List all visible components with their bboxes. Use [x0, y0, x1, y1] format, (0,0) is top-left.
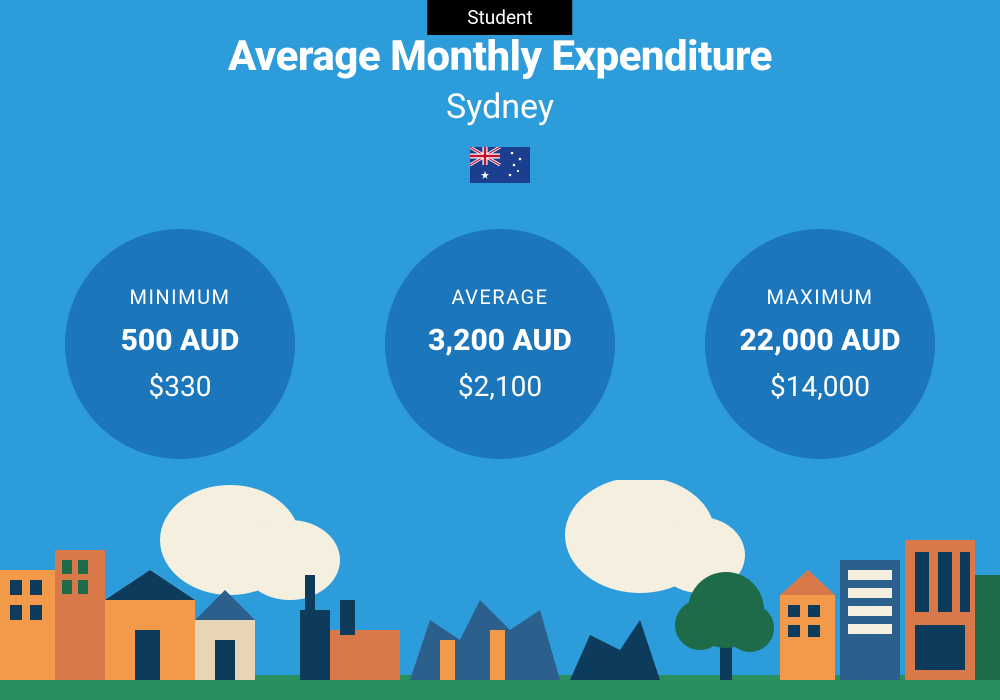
stat-main-value: 500 AUD	[121, 323, 240, 358]
stat-sub-value: $330	[149, 370, 212, 403]
stat-label: MAXIMUM	[766, 285, 873, 309]
stat-main-value: 22,000 AUD	[739, 323, 900, 358]
stat-circles: MINIMUM 500 AUD $330 AVERAGE 3,200 AUD $…	[0, 229, 1000, 459]
cityscape-illustration	[0, 480, 1000, 700]
stat-circle-minimum: MINIMUM 500 AUD $330	[65, 229, 295, 459]
stat-circle-average: AVERAGE 3,200 AUD $2,100	[385, 229, 615, 459]
australia-flag-icon	[470, 147, 530, 183]
stat-main-value: 3,200 AUD	[428, 323, 572, 358]
stat-label: AVERAGE	[451, 285, 548, 309]
city-name: Sydney	[0, 87, 1000, 127]
stat-circle-maximum: MAXIMUM 22,000 AUD $14,000	[705, 229, 935, 459]
stat-sub-value: $14,000	[770, 370, 870, 403]
stat-label: MINIMUM	[130, 285, 231, 309]
student-badge: Student	[427, 0, 572, 35]
page-title: Average Monthly Expenditure	[0, 32, 1000, 81]
badge-label: Student	[467, 6, 532, 29]
stat-sub-value: $2,100	[458, 370, 542, 403]
